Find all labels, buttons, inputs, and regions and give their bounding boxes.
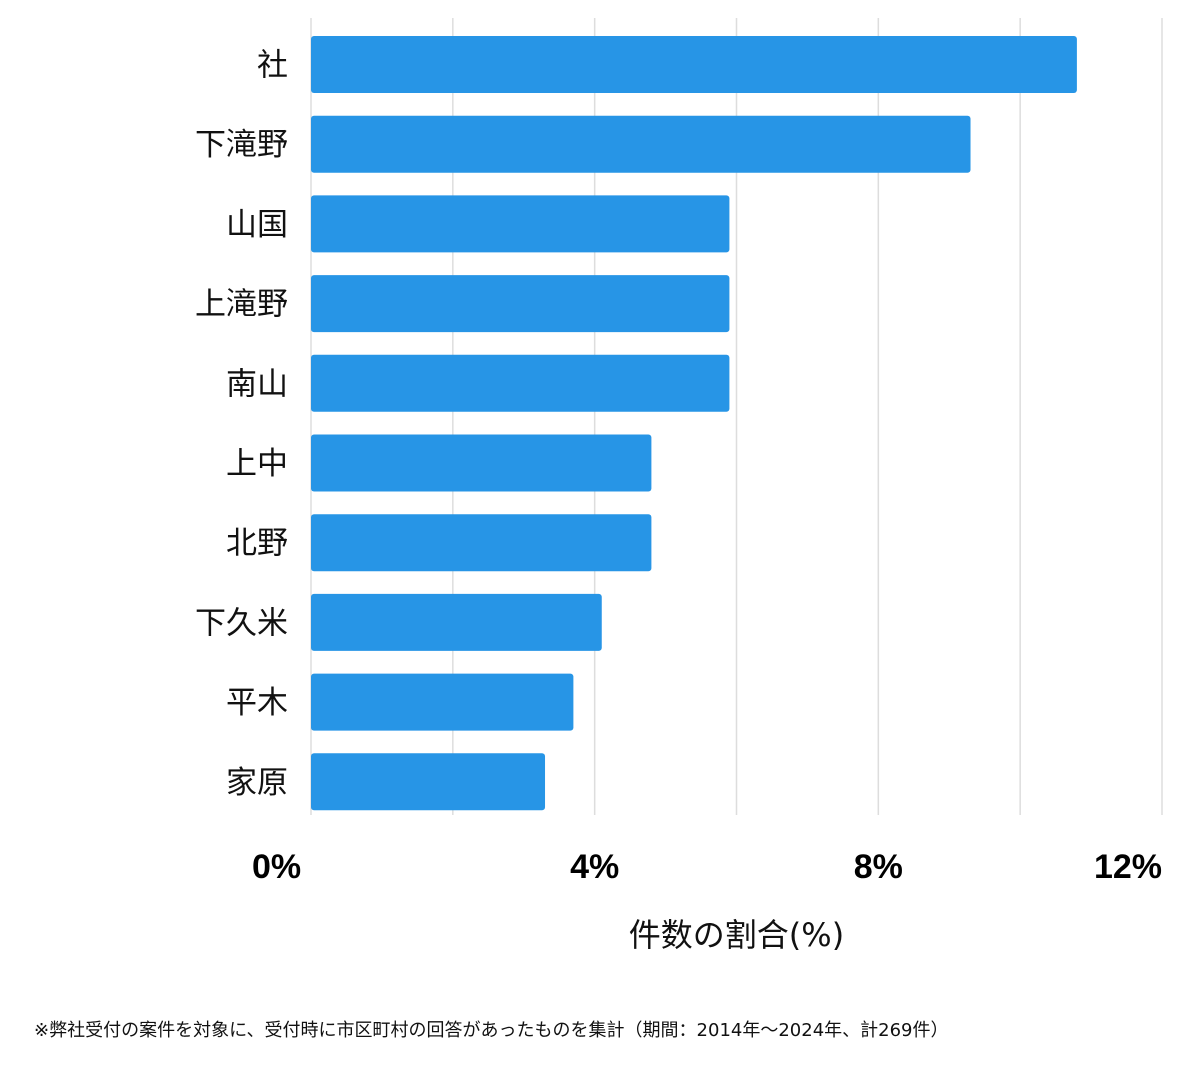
x-tick-label: 0% — [252, 848, 301, 886]
bar — [311, 593, 602, 651]
bar — [311, 195, 730, 253]
bar — [311, 275, 730, 333]
bar — [311, 514, 652, 572]
category-label: 家原 — [226, 765, 288, 801]
x-tick-label: 4% — [570, 848, 619, 886]
category-label: 山国 — [226, 207, 288, 243]
bar — [311, 36, 1077, 93]
bar — [311, 354, 730, 412]
footnote: ※弊社受付の案件を対象に、受付時に市区町村の回答があったものを集計（期間：201… — [34, 1020, 949, 1041]
category-label: 南山 — [226, 366, 288, 402]
bar — [311, 434, 652, 492]
x-tick-label: 12% — [1094, 848, 1162, 886]
bar — [311, 753, 546, 811]
x-tick-label: 8% — [854, 848, 903, 886]
category-label: 北野 — [226, 526, 288, 562]
bar-chart: 社下滝野山国上滝野南山上中北野下久米平木家原 0% 4% 8% 12% 件数の割合(%… — [195, 18, 1163, 954]
x-axis-label: 件数の割合(%) — [629, 916, 844, 954]
bar — [311, 673, 574, 731]
category-label: 上中 — [226, 446, 288, 482]
category-label: 下久米 — [195, 605, 288, 641]
bar — [311, 115, 971, 173]
category-label: 上滝野 — [195, 287, 288, 323]
category-label: 社 — [257, 48, 288, 84]
category-label: 平木 — [226, 685, 288, 721]
bars — [311, 36, 1077, 811]
x-tick-labels: 0% 4% 8% 12% — [252, 848, 1162, 886]
category-label: 下滝野 — [195, 127, 288, 163]
